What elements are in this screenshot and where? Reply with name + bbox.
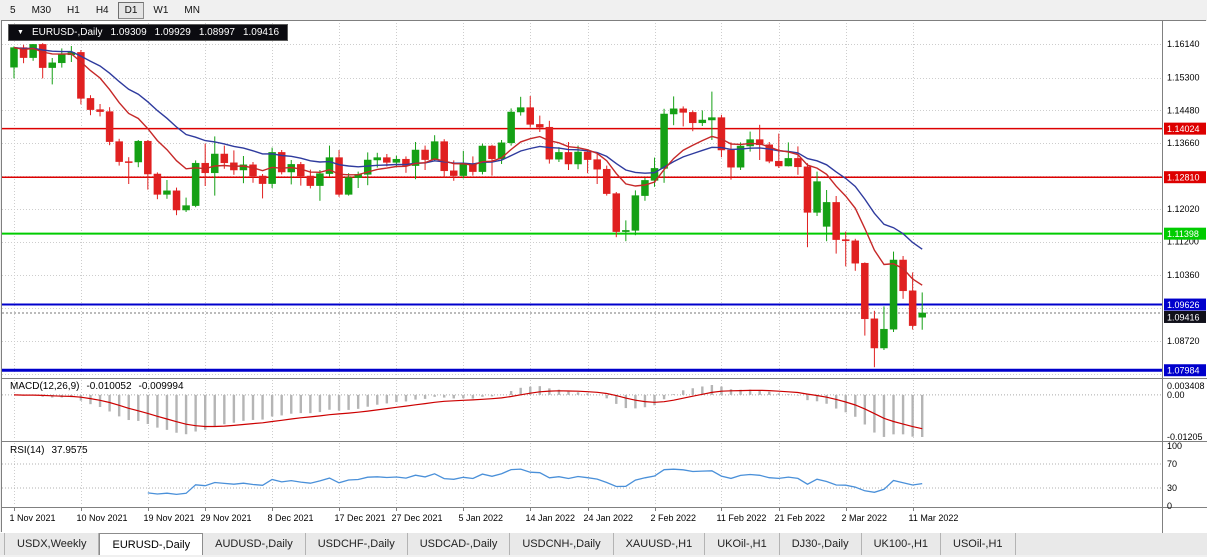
svg-text:100: 100 (1167, 441, 1182, 451)
svg-text:8 Dec 2021: 8 Dec 2021 (268, 513, 314, 523)
price-chart-canvas[interactable]: 1.16140 1.15300 1.14480 1.13660 1.12020 1.112… (2, 21, 1207, 533)
timeframe-button-w1[interactable]: W1 (146, 1, 176, 19)
timeframe-toolbar: 5 M30 H1 H4 D1 W1 MN (0, 0, 1207, 20)
svg-text:1.11398: 1.11398 (1167, 229, 1199, 239)
date-axis: 1 Nov 2021 10 Nov 2021 19 Nov 2021 29 Nov 2… (10, 508, 959, 523)
macd-name: MACD(12,26,9) (10, 381, 80, 392)
timeframe-button-d1[interactable]: D1 (117, 1, 145, 19)
rsi-indicator-label: RSI(14) 37.9575 (10, 445, 88, 456)
ohlc-close: 1.09416 (242, 27, 280, 38)
price-axis: 1.16140 1.15300 1.14480 1.13660 1.12020 1.112… (1164, 39, 1206, 511)
svg-text:70: 70 (1167, 459, 1177, 469)
timeframe-button-5[interactable]: 5 (3, 1, 23, 19)
svg-text:1.08720: 1.08720 (1167, 336, 1200, 346)
chart-symbol-label: EURUSD-,Daily (31, 27, 103, 38)
svg-text:21 Feb 2022: 21 Feb 2022 (775, 513, 826, 523)
svg-text:2 Mar 2022: 2 Mar 2022 (842, 513, 888, 523)
svg-text:24 Jan 2022: 24 Jan 2022 (584, 513, 634, 523)
chart-window: 1.16140 1.15300 1.14480 1.13660 1.12020 1.112… (1, 20, 1207, 533)
ohlc-high: 1.09929 (154, 27, 191, 38)
svg-text:1.14024: 1.14024 (1167, 124, 1200, 134)
tab-audusd-daily[interactable]: AUDUSD-,Daily (203, 533, 306, 555)
svg-text:1.12020: 1.12020 (1167, 204, 1200, 214)
timeframe-button-m30[interactable]: M30 (24, 1, 59, 19)
svg-text:-0.01205: -0.01205 (1167, 432, 1203, 442)
svg-text:17 Dec 2021: 17 Dec 2021 (335, 513, 386, 523)
svg-text:1.12810: 1.12810 (1167, 173, 1200, 183)
svg-text:1.15300: 1.15300 (1167, 73, 1200, 83)
svg-text:10 Nov 2021: 10 Nov 2021 (77, 513, 128, 523)
rsi-value: 37.9575 (51, 445, 88, 456)
ohlc-low: 1.08997 (198, 27, 235, 38)
tab-usdcnh-daily[interactable]: USDCNH-,Daily (510, 533, 614, 555)
svg-text:1.14480: 1.14480 (1167, 105, 1200, 115)
chart-background (2, 21, 1207, 533)
svg-text:1.09416: 1.09416 (1167, 312, 1200, 322)
svg-text:1.09626: 1.09626 (1167, 300, 1200, 310)
symbol-tab-bar: USDX,Weekly EURUSD-,Daily AUDUSD-,Daily USD… (0, 532, 1207, 555)
macd-value-main: -0.010052 (86, 381, 132, 392)
svg-text:1 Nov 2021: 1 Nov 2021 (10, 513, 56, 523)
svg-text:14 Jan 2022: 14 Jan 2022 (526, 513, 576, 523)
chevron-down-icon[interactable]: ▼ (17, 28, 24, 36)
svg-text:11 Feb 2022: 11 Feb 2022 (717, 513, 767, 523)
chart-title-chip[interactable]: ▼ EURUSD-,Daily 1.09309 1.09929 1.08997 … (8, 24, 289, 41)
macd-value-signal: -0.009994 (138, 381, 184, 392)
svg-text:1.16140: 1.16140 (1167, 39, 1200, 49)
tab-ukoil-h1[interactable]: UKOil-,H1 (705, 533, 780, 555)
svg-text:1.11200: 1.11200 (1167, 237, 1199, 247)
svg-text:19 Nov 2021: 19 Nov 2021 (144, 513, 195, 523)
timeframe-button-mn[interactable]: MN (177, 1, 207, 19)
svg-text:11 Mar 2022: 11 Mar 2022 (909, 513, 959, 523)
svg-text:0.003408: 0.003408 (1167, 381, 1205, 391)
svg-text:0: 0 (1167, 501, 1172, 511)
svg-text:27 Dec 2021: 27 Dec 2021 (392, 513, 443, 523)
timeframe-button-h1[interactable]: H1 (60, 1, 87, 19)
tab-usdcad-daily[interactable]: USDCAD-,Daily (408, 533, 511, 555)
tab-dj30-daily[interactable]: DJ30-,Daily (780, 533, 862, 555)
tab-xauusd-h1[interactable]: XAUUSD-,H1 (614, 533, 706, 555)
svg-text:1.10360: 1.10360 (1167, 270, 1200, 280)
svg-text:1.13660: 1.13660 (1167, 138, 1200, 148)
svg-text:29 Nov 2021: 29 Nov 2021 (201, 513, 252, 523)
svg-text:1.07984: 1.07984 (1167, 366, 1200, 376)
svg-text:30: 30 (1167, 483, 1177, 493)
svg-text:5 Jan 2022: 5 Jan 2022 (459, 513, 504, 523)
tab-eurusd-daily[interactable]: EURUSD-,Daily (99, 533, 204, 555)
ohlc-open: 1.09309 (110, 27, 147, 38)
svg-text:2 Feb 2022: 2 Feb 2022 (651, 513, 697, 523)
tab-usdchf-daily[interactable]: USDCHF-,Daily (306, 533, 408, 555)
tab-uk100-h1[interactable]: UK100-,H1 (862, 533, 942, 555)
macd-indicator-label: MACD(12,26,9) -0.010052 -0.009994 (10, 381, 184, 392)
rsi-name: RSI(14) (10, 445, 45, 456)
svg-text:0.00: 0.00 (1167, 390, 1185, 400)
tab-usdx-weekly[interactable]: USDX,Weekly (4, 533, 100, 555)
timeframe-button-h4[interactable]: H4 (88, 1, 116, 19)
tab-usoil-h1[interactable]: USOil-,H1 (941, 533, 1016, 555)
